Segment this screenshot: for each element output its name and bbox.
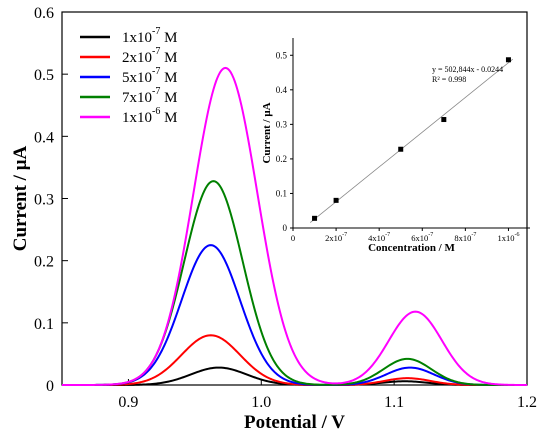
x-tick-label: 0.9 bbox=[118, 394, 138, 411]
main-chart: 0 0.1 0.2 0.3 0.4 0.5 0.6 0.9 1.0 1.1 1.2 Potential… bbox=[10, 5, 537, 433]
x-tick-label: 1.1 bbox=[384, 394, 404, 411]
inset-data-point bbox=[441, 117, 447, 123]
series-line-5 bbox=[62, 66, 527, 386]
inset-data-point bbox=[505, 57, 511, 63]
inset-x-tick-label: 4x10-7 bbox=[368, 232, 390, 243]
inset-y-tick-label: 0 bbox=[283, 223, 288, 233]
x-tick-label: 1.2 bbox=[517, 394, 537, 411]
y-tick-label: 0.4 bbox=[34, 129, 54, 146]
inset-x-tick-label: 2x10-7 bbox=[325, 232, 347, 243]
inset-y-tick-label: 0.4 bbox=[276, 85, 288, 95]
legend-label: 1x10-7 M bbox=[122, 26, 177, 46]
inset-x-tick-label: 8x10-7 bbox=[454, 232, 476, 243]
inset-x-tick-label: 0 bbox=[291, 233, 295, 243]
inset-r-squared: R² = 0.998 bbox=[432, 75, 466, 84]
inset-data-point bbox=[312, 215, 318, 221]
y-tick-label: 0 bbox=[46, 378, 54, 395]
series-line-2 bbox=[62, 334, 527, 386]
inset-y-tick-label: 0.5 bbox=[276, 50, 288, 60]
inset-y-tick-label: 0.3 bbox=[276, 119, 288, 129]
inset-y-tick-label: 0.2 bbox=[276, 154, 287, 164]
legend-label: 7x10-7 M bbox=[122, 86, 177, 106]
y-axis-title: Current / μA bbox=[10, 146, 31, 252]
legend-label: 1x10-6 M bbox=[122, 106, 177, 126]
legend-label: 2x10-7 M bbox=[122, 46, 177, 66]
legend-label: 5x10-7 M bbox=[122, 66, 177, 86]
inset-fit-equation: y = 502,844x - 0.0244 bbox=[432, 65, 503, 74]
inset-data-point bbox=[398, 146, 404, 152]
x-tick-label: 1.0 bbox=[251, 394, 271, 411]
y-tick-label: 0.1 bbox=[34, 316, 54, 333]
inset-x-tick-label: 1x10-6 bbox=[497, 232, 519, 243]
y-tick-label: 0.6 bbox=[34, 5, 54, 22]
y-tick-label: 0.2 bbox=[34, 254, 54, 271]
inset-y-axis-title: Current / μA bbox=[261, 102, 273, 163]
inset-fit-line bbox=[309, 58, 514, 223]
inset-data-point bbox=[333, 197, 339, 203]
y-tick-label: 0.5 bbox=[34, 67, 54, 84]
x-axis-title: Potential / V bbox=[244, 412, 345, 433]
inset-x-tick-label: 6x10-7 bbox=[411, 232, 433, 243]
inset-chart: 0 0.1 0.2 0.3 0.4 0.5 0 2x10-7 4x10-7 6x10-7 8x10-… bbox=[261, 38, 530, 254]
inset-x-axis-title: Concentration / M bbox=[368, 242, 455, 254]
inset-y-tick-label: 0.1 bbox=[276, 188, 287, 198]
y-tick-label: 0.3 bbox=[34, 192, 54, 209]
